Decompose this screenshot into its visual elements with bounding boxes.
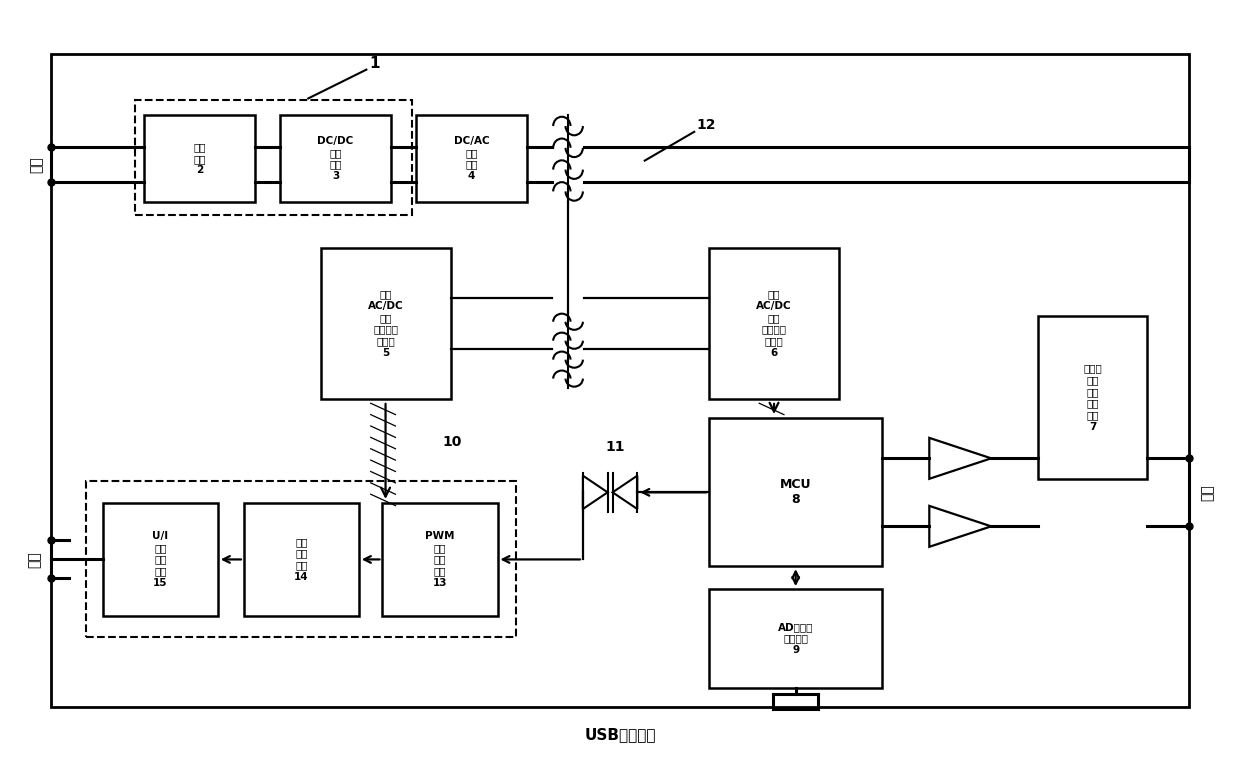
FancyBboxPatch shape — [382, 503, 497, 616]
Text: DC/DC
转换
电路
3: DC/DC 转换 电路 3 — [317, 136, 353, 181]
FancyBboxPatch shape — [321, 248, 450, 400]
FancyBboxPatch shape — [244, 503, 358, 616]
Text: 输出: 输出 — [27, 551, 42, 568]
FancyBboxPatch shape — [709, 589, 883, 688]
FancyBboxPatch shape — [1038, 316, 1147, 479]
Polygon shape — [929, 438, 991, 479]
FancyBboxPatch shape — [709, 248, 839, 400]
Text: AD采样及
转换电路
9: AD采样及 转换电路 9 — [777, 622, 813, 655]
Text: DC/AC
转换
电路
4: DC/AC 转换 电路 4 — [454, 136, 490, 181]
FancyBboxPatch shape — [709, 419, 883, 566]
Text: MCU
8: MCU 8 — [780, 479, 811, 506]
Text: 11: 11 — [606, 440, 625, 454]
Text: 第二
AC/DC
转换
及电压转
化电路
6: 第二 AC/DC 转换 及电压转 化电路 6 — [756, 290, 792, 358]
Text: 二阶
滤波
电路
14: 二阶 滤波 电路 14 — [294, 537, 309, 582]
Polygon shape — [929, 506, 991, 547]
Text: 滤波
电路
2: 滤波 电路 2 — [193, 142, 206, 175]
FancyBboxPatch shape — [415, 115, 527, 202]
Text: 第一
AC/DC
转换
及电压转
化电路
5: 第一 AC/DC 转换 及电压转 化电路 5 — [368, 290, 403, 358]
FancyBboxPatch shape — [280, 115, 391, 202]
FancyBboxPatch shape — [51, 55, 1189, 706]
FancyBboxPatch shape — [144, 115, 255, 202]
Text: U/I
转换
输出
电路
15: U/I 转换 输出 电路 15 — [153, 531, 169, 587]
Text: 滤波及
高速
开关
切换
电路
7: 滤波及 高速 开关 切换 电路 7 — [1084, 364, 1102, 431]
Text: 1: 1 — [368, 56, 379, 71]
Text: PWM
脉宽
解调
电路
13: PWM 脉宽 解调 电路 13 — [425, 531, 455, 587]
Text: 12: 12 — [697, 118, 717, 132]
Text: 10: 10 — [443, 435, 463, 450]
Text: 输入: 输入 — [1200, 484, 1215, 501]
Text: USB组态端口: USB组态端口 — [584, 727, 656, 742]
FancyBboxPatch shape — [103, 503, 218, 616]
Text: 电源: 电源 — [29, 156, 43, 173]
